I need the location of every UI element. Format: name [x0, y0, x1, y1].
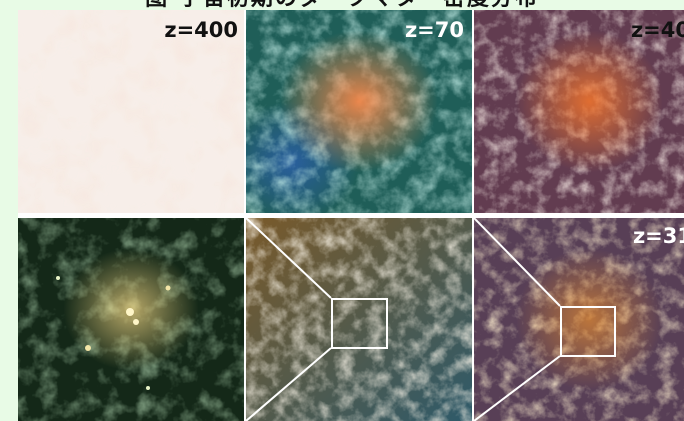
zoom-guide-line	[246, 347, 332, 421]
zoom-guide-line	[474, 218, 561, 307]
panel-bottom-left	[18, 218, 244, 421]
zoom-guide-line	[246, 218, 332, 299]
redshift-label: z=400	[164, 18, 238, 42]
density-field-z40	[474, 10, 684, 213]
zoom-box	[331, 298, 388, 349]
panel-bottom-middle	[246, 218, 472, 421]
panel-z70: z=70	[246, 10, 472, 213]
figure-title: 图 宇宙初期のダークマター密度分布	[0, 0, 684, 10]
density-field-bottom-left	[18, 218, 244, 421]
redshift-label: z=31	[632, 224, 684, 248]
panel-z31: z=31	[474, 218, 684, 421]
density-field-bottom-middle	[246, 218, 472, 421]
density-field-z70	[246, 10, 472, 213]
density-field-z400	[18, 10, 244, 213]
redshift-label: z=70	[404, 18, 464, 42]
panel-z400: z=400	[18, 10, 244, 213]
zoom-guide-line	[474, 355, 561, 421]
density-field-z31	[474, 218, 684, 421]
simulation-image-grid: z=400 z=70	[18, 10, 684, 421]
zoom-box	[560, 306, 616, 357]
panel-z40: z=40	[474, 10, 684, 213]
redshift-label: z=40	[630, 18, 684, 42]
